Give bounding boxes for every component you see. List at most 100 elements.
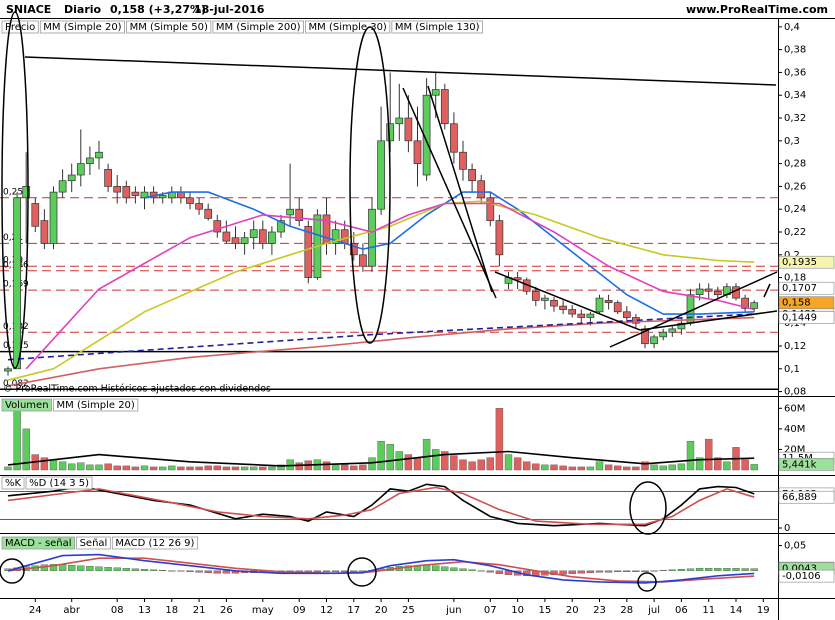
bar: [213, 465, 222, 471]
bar: [614, 465, 622, 471]
bar: [268, 466, 276, 471]
bar: [468, 569, 476, 571]
candle-body: [713, 290, 722, 296]
symbol: SNIACE: [6, 3, 51, 16]
y-tick-label: 40M: [784, 424, 805, 435]
candle-body: [695, 288, 704, 296]
bar: [495, 570, 504, 575]
value-tag: 0,1449: [782, 313, 817, 324]
legend-item: MM (Simple 20): [53, 398, 139, 412]
y-tick-label: 0,28: [784, 159, 806, 170]
bar: [450, 455, 458, 471]
candle-body: [186, 197, 194, 204]
y-tick-label: 0,22: [784, 227, 806, 238]
bar: [204, 570, 212, 573]
date: 18-jul-2016: [194, 3, 265, 16]
legend-label: MM (Simple 50): [130, 22, 208, 33]
bar: [77, 462, 85, 471]
bar: [377, 441, 385, 471]
bar: [705, 568, 713, 571]
x-tick-label: 20: [375, 605, 388, 616]
candle-body: [368, 208, 376, 267]
candle-body: [13, 197, 21, 370]
candle-body: [304, 225, 313, 278]
candle-body: [495, 220, 504, 256]
x-tick-label: 23: [593, 605, 606, 616]
bar: [122, 465, 131, 471]
bar: [714, 457, 722, 471]
candle-body: [95, 151, 103, 159]
x-tick-label: 07: [484, 605, 497, 616]
candle-body: [577, 313, 586, 318]
value-tag-bg: [778, 296, 835, 309]
legend-box: [111, 536, 198, 550]
bar: [341, 570, 349, 572]
candle-body: [613, 302, 622, 313]
candle-body: [286, 208, 294, 216]
legend-box: [391, 20, 483, 34]
value-tag-bg: [778, 490, 835, 504]
legend-item: MACD (12 26 9): [111, 536, 198, 550]
candle-body: [140, 191, 149, 199]
candle-body: [704, 288, 713, 292]
candle-body: [468, 168, 476, 182]
y-tick-label: 0,05: [784, 541, 806, 552]
candle-body: [741, 297, 749, 309]
value-tag: 5,441k: [782, 459, 817, 470]
bar: [604, 570, 613, 573]
candle-body: [359, 254, 367, 267]
candle-body: [668, 328, 677, 333]
candle-body: [559, 305, 567, 310]
candle-body: [650, 336, 658, 345]
candle-body: [258, 229, 267, 244]
legend-item: Señal: [76, 536, 111, 550]
bar: [559, 465, 567, 471]
candle-body: [531, 290, 540, 301]
bar: [750, 568, 758, 571]
x-tick-label: 28: [620, 605, 633, 616]
x-tick-label: 14: [730, 605, 743, 616]
candle-body: [450, 123, 458, 153]
bar: [140, 465, 149, 471]
level-label: 0,21: [3, 233, 23, 243]
bar: [58, 461, 67, 471]
candle-body: [213, 220, 222, 233]
level-label: 0,25: [3, 187, 23, 197]
bar: [677, 569, 686, 571]
stochastic-levels: [0, 491, 778, 520]
bar: [186, 466, 194, 471]
bar: [177, 570, 185, 572]
legend-label: MM (Simple 130): [395, 22, 480, 33]
bar: [568, 466, 576, 471]
y-tick-label: 0,3: [784, 136, 800, 147]
legend-label: MACD (12 26 9): [115, 538, 194, 549]
bar: [386, 444, 394, 471]
x-tick-label: 26: [220, 605, 233, 616]
x-tick-label: 17: [347, 605, 360, 616]
legend-box: [305, 20, 391, 34]
bar: [695, 457, 704, 471]
x-tick-label: 24: [29, 605, 42, 616]
x-tick-label: 10: [511, 605, 524, 616]
bar: [723, 461, 731, 471]
legend-item: Volumen: [1, 398, 52, 412]
legend-label: MM (Simple 200): [216, 22, 301, 33]
bar: [550, 464, 558, 471]
y-tick-label: 0: [784, 523, 790, 534]
bar: [277, 464, 285, 471]
bar: [723, 568, 731, 571]
y-tick-label: 0,36: [784, 67, 806, 78]
candle-body: [622, 311, 631, 318]
legend-label: MM (Simple 20): [57, 400, 135, 411]
candle-body: [459, 151, 467, 170]
candle-body: [295, 208, 304, 221]
candle-body: [204, 208, 213, 219]
bar: [568, 570, 576, 575]
series-line: [7, 450, 755, 467]
bar: [632, 570, 640, 572]
value-tag: 0,1935: [782, 257, 817, 268]
bar: [513, 457, 522, 471]
candle-body: [377, 140, 385, 210]
candle-body: [40, 220, 49, 244]
